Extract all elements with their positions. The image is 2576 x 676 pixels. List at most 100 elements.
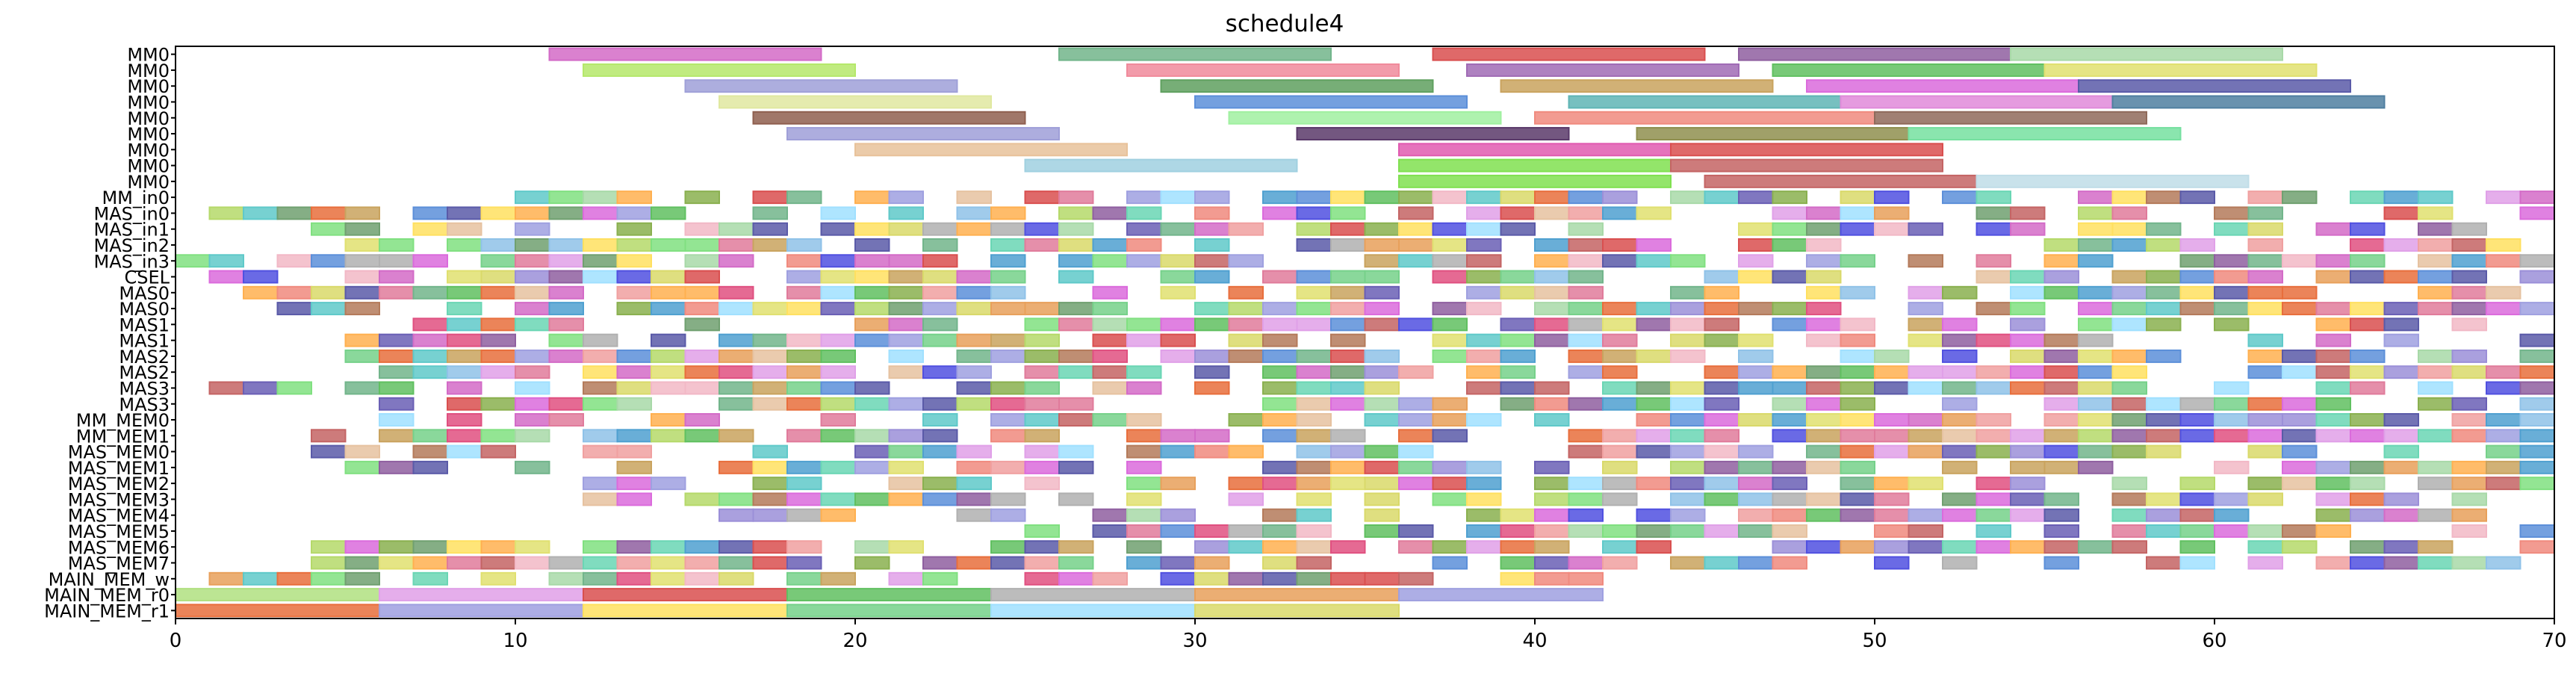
cell-bar-230: [2451, 254, 2487, 268]
cell-bar-343: [820, 302, 856, 316]
cell-bar-88: [2418, 206, 2454, 220]
task-bar-6: [1126, 63, 1400, 77]
cell-bar-642: [956, 397, 992, 411]
cell-bar-983: [2451, 508, 2487, 522]
cell-bar-673: [2451, 397, 2487, 411]
cell-bar-707: [2043, 413, 2079, 427]
cell-bar-168: [1772, 238, 1807, 252]
cell-bar-269: [2010, 270, 2046, 284]
cell-bar-865: [651, 477, 686, 491]
cell-bar-103: [956, 222, 992, 236]
cell-bar-117: [1500, 222, 1536, 236]
cell-bar-557: [1772, 365, 1807, 379]
cell-bar-816: [2383, 444, 2419, 459]
cell-bar-418: [1908, 317, 1943, 332]
cell-bar-392: [854, 317, 890, 332]
cell-bar-334: [447, 302, 482, 316]
cell-bar-318: [1942, 285, 1978, 300]
cell-bar-58: [752, 206, 788, 220]
cell-bar-335: [515, 302, 550, 316]
cell-bar-286: [379, 285, 415, 300]
cell-bar-652: [1500, 397, 1536, 411]
cell-bar-461: [1738, 333, 1774, 347]
cell-bar-462: [1806, 333, 1842, 347]
plot-frame: [175, 46, 2555, 619]
cell-bar-254: [1194, 270, 1230, 284]
cell-bar-597: [1126, 381, 1162, 395]
cell-bar-420: [2010, 317, 2046, 332]
cell-bar-444: [956, 333, 992, 347]
cell-bar-33: [1976, 190, 2011, 205]
cell-bar-1108: [2315, 556, 2351, 570]
cell-bar-773: [2486, 429, 2521, 443]
cell-bar-57: [651, 206, 686, 220]
cell-bar-819: [344, 460, 380, 474]
cell-bar-56: [616, 206, 652, 220]
cell-bar-1052: [1874, 540, 1910, 554]
cell-bar-100: [854, 222, 890, 236]
cell-bar-472: [2383, 333, 2419, 347]
cell-bar-1042: [1398, 540, 1434, 554]
cell-bar-313: [1670, 285, 1706, 300]
cell-bar-365: [1704, 302, 1739, 316]
cell-bar-506: [1602, 349, 1638, 363]
cell-bar-858: [2383, 460, 2419, 474]
task-bar-41: [990, 604, 1196, 618]
cell-bar-109: [1194, 222, 1230, 236]
cell-bar-600: [1296, 381, 1332, 395]
task-bar-1: [1058, 47, 1332, 61]
cell-bar-1066: [2519, 540, 2555, 554]
cell-bar-490: [956, 349, 992, 363]
cell-bar-744: [1330, 429, 1366, 443]
cell-bar-593: [956, 381, 992, 395]
cell-bar-637: [786, 397, 822, 411]
cell-bar-173: [2146, 238, 2182, 252]
y-axis-labels: MM0MM0MM0MM0MM0MM0MM0MM0MM0MM_in0MAS_in0…: [44, 45, 176, 621]
cell-bar-644: [1024, 397, 1060, 411]
cell-bar-443: [922, 333, 958, 347]
y-tick-label: MM0: [127, 156, 170, 177]
cell-bar-957: [1296, 508, 1332, 522]
cell-bar-1133: [1092, 571, 1128, 586]
task-bar-47: [990, 588, 1196, 602]
cell-bar-31: [1874, 190, 1910, 205]
y-tick-label: MAS_in0: [93, 203, 170, 224]
cell-bar-102: [922, 222, 958, 236]
cell-bar-160: [1398, 238, 1434, 252]
cell-bar-50: [412, 206, 448, 220]
cell-bar-1023: [515, 540, 550, 554]
cell-bar-30: [1840, 190, 1875, 205]
cell-bar-854: [2214, 460, 2250, 474]
cell-bar-138: [447, 238, 482, 252]
cell-bar-87: [2383, 206, 2419, 220]
cell-bar-626: [2486, 381, 2521, 395]
cell-bar-1104: [2043, 556, 2079, 570]
cell-bar-771: [2418, 429, 2454, 443]
cell-bar-23: [1534, 190, 1570, 205]
cell-bar-47: [276, 206, 312, 220]
cell-bar-1136: [1228, 571, 1264, 586]
cell-bar-1096: [1568, 556, 1604, 570]
cell-bar-768: [2315, 429, 2351, 443]
cell-bar-783: [854, 444, 890, 459]
cell-bar-196: [820, 254, 856, 268]
cell-bar-915: [956, 492, 992, 506]
cell-bar-890: [1840, 477, 1875, 491]
cell-bar-1024: [583, 540, 618, 554]
cell-bar-114: [1398, 222, 1434, 236]
cell-bar-209: [1432, 254, 1468, 268]
cell-bar-288: [447, 285, 482, 300]
cell-bar-44: [2519, 190, 2555, 205]
cell-bar-25: [1602, 190, 1638, 205]
cell-bar-668: [2214, 397, 2250, 411]
cell-bar-670: [2282, 397, 2318, 411]
task-bar-45: [583, 588, 788, 602]
task-bar-18: [1840, 95, 2114, 109]
cell-bar-716: [2350, 413, 2386, 427]
cell-bar-424: [2214, 317, 2250, 332]
cell-bar-903: [2486, 477, 2521, 491]
cell-bar-295: [719, 285, 754, 300]
cell-bar-636: [752, 397, 788, 411]
cell-bar-956: [1262, 508, 1298, 522]
cell-bar-234: [243, 270, 279, 284]
